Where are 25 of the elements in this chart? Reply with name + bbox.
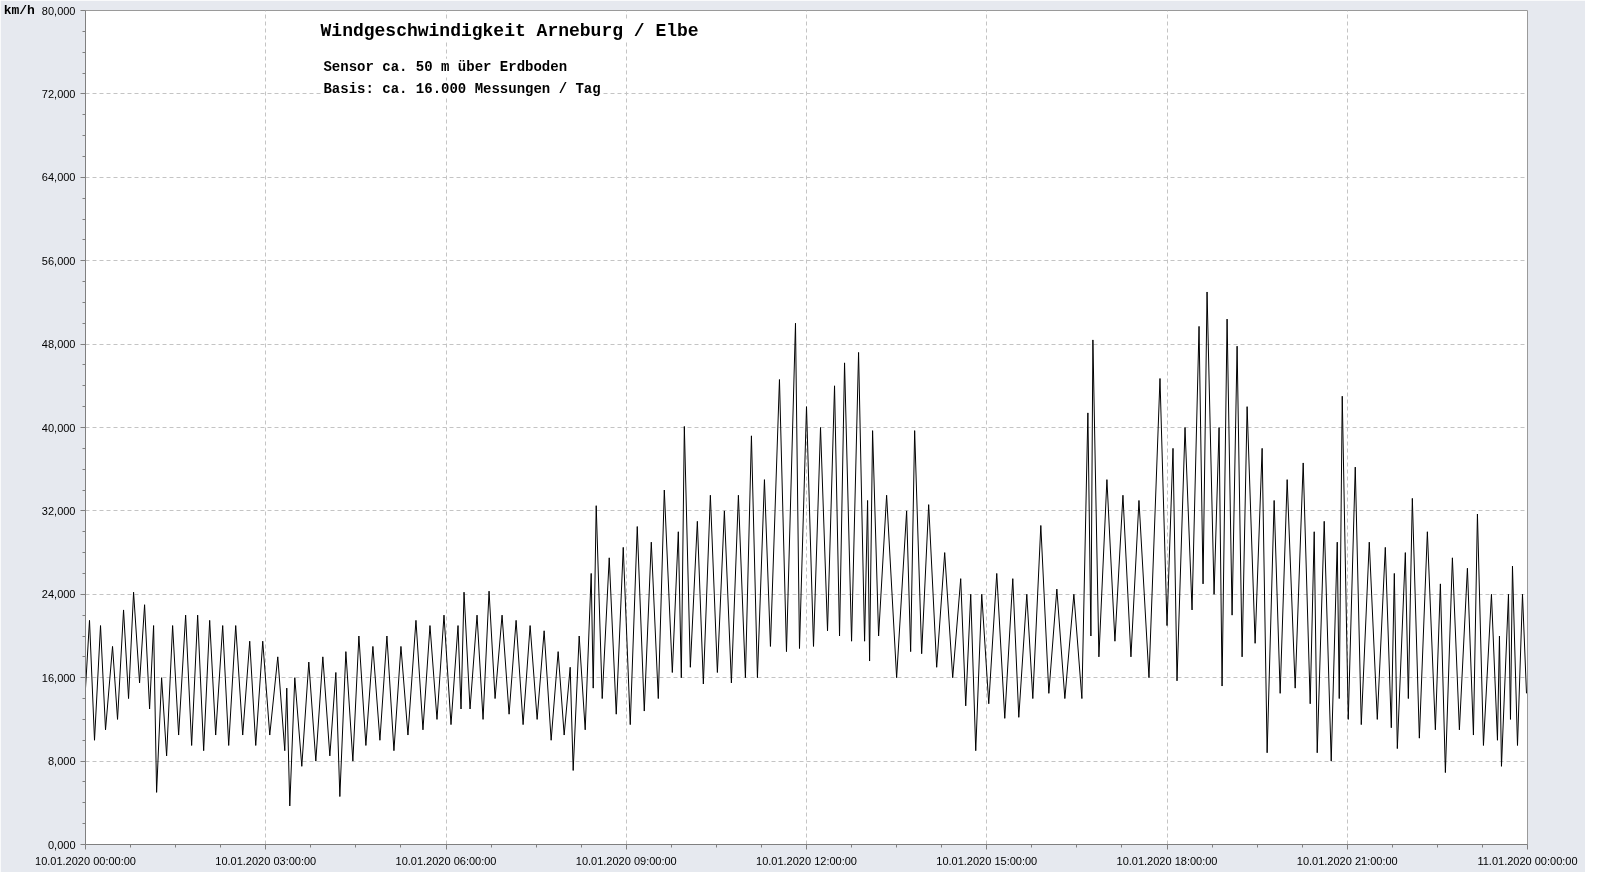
x-tick-label: 10.01.2020 00:00:00 (35, 854, 136, 867)
y-axis-title: km/h (3, 3, 36, 18)
x-tick-label: 10.01.2020 12:00:00 (756, 854, 857, 867)
y-tick-label: 24,000 (41, 588, 76, 601)
text: Windgeschwindigkeit Arneburg / Elbe (320, 20, 699, 41)
x-tick-label: 11.01.2020 00:00:00 (1477, 854, 1578, 867)
y-tick-label: 64,000 (41, 171, 76, 184)
y-tick-label: 0,000 (47, 838, 76, 851)
x-tick-label: 10.01.2020 03:00:00 (215, 854, 317, 867)
x-tick-label: 10.01.2020 09:00:00 (575, 854, 677, 867)
y-tick-label: 72,000 (41, 87, 76, 100)
y-tick-label: 56,000 (41, 254, 76, 267)
line-series (85, 291, 1527, 807)
y-tick-label: 48,000 (41, 338, 76, 351)
x-tick-label: 10.01.2020 15:00:00 (936, 854, 1038, 867)
y-tick-label: 40,000 (41, 421, 76, 434)
y-tick-label: 8,000 (47, 755, 76, 768)
x-tick-label: 10.01.2020 06:00:00 (395, 854, 497, 867)
y-tick-label: 16,000 (41, 671, 76, 684)
annotation: Sensor ca. 50 m über Erdboden (323, 58, 568, 75)
y-tick-label: 32,000 (41, 504, 76, 517)
y-tick-label: 80,000 (41, 4, 76, 17)
x-tick-label: 10.01.2020 18:00:00 (1116, 854, 1218, 867)
annotation: Basis: ca. 16.000 Messungen / Tag (323, 80, 601, 97)
x-tick-label: 10.01.2020 21:00:00 (1296, 854, 1398, 867)
